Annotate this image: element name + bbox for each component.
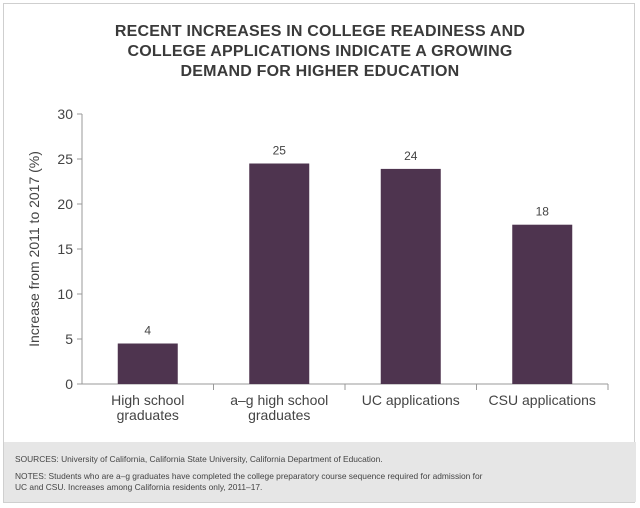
bar: [380, 168, 441, 384]
chart-title: RECENT INCREASES IN COLLEGE READINESS AN…: [0, 22, 640, 82]
chart-title-line-1: RECENT INCREASES IN COLLEGE READINESS AN…: [114, 23, 526, 40]
y-tick-label: 25: [57, 151, 73, 167]
x-tick-label: CSU applications: [489, 392, 596, 408]
notes-text-line-1: NOTES: Students who are a–g graduates ha…: [15, 471, 483, 481]
source-notes-panel: SOURCES: University of California, Calif…: [4, 442, 636, 502]
bar: [117, 343, 178, 384]
x-tick-label: High school: [111, 392, 184, 408]
y-tick-label: 20: [57, 196, 73, 212]
y-tick-label: 15: [57, 241, 73, 257]
data-label: 18: [536, 205, 550, 219]
y-tick-label: 10: [57, 286, 73, 302]
data-label: 25: [273, 144, 287, 158]
y-axis-title: Increase from 2011 to 2017 (%): [26, 151, 42, 347]
chart-title-line-3: DEMAND FOR HIGHER EDUCATION: [180, 63, 460, 80]
data-label: 4: [144, 324, 151, 338]
sources-text: SOURCES: University of California, Calif…: [15, 454, 383, 464]
bar: [249, 163, 310, 384]
bar: [512, 224, 573, 384]
y-tick-label: 0: [65, 376, 73, 392]
x-tick-label: graduates: [248, 407, 310, 423]
y-tick-label: 5: [65, 331, 73, 347]
x-tick-label: UC applications: [362, 392, 460, 408]
bar-chart: 0 5 10 15 20 25 30 Increase from 2011 to 2017 (…: [26, 106, 609, 423]
x-tick-label: a–g high school: [230, 392, 328, 408]
notes-text-line-2: UC and CSU. Increases among California r…: [15, 482, 263, 492]
x-tick-label: graduates: [117, 407, 179, 423]
chart-title-line-2: COLLEGE APPLICATIONS INDICATE A GROWING: [127, 43, 513, 60]
y-tick-label: 30: [57, 106, 73, 122]
data-label: 24: [404, 149, 418, 163]
